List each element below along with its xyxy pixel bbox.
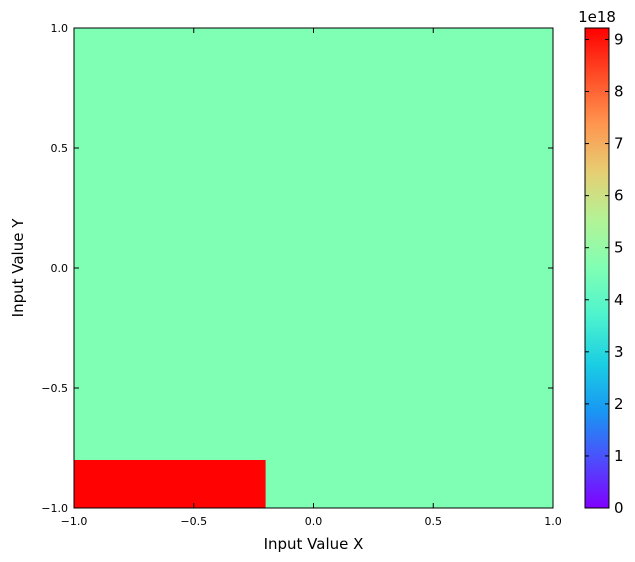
colorbar-gradient [585, 28, 609, 508]
y-tick-label: −0.5 [41, 382, 68, 395]
y-axis-label: Input Value Y [9, 218, 27, 318]
x-axis-label: Input Value X [264, 535, 364, 553]
y-tick-label: 1.0 [51, 22, 69, 35]
heatmap-cells [74, 460, 266, 508]
y-tick-label: −1.0 [41, 502, 68, 515]
colorbar-offset-label: 1e18 [578, 8, 616, 26]
x-tick-label: 0.0 [305, 515, 323, 528]
y-tick-label: 0.0 [51, 262, 69, 275]
x-tick-label: −1.0 [61, 515, 88, 528]
colorbar-tick-label: 6 [614, 187, 624, 205]
colorbar-tick-label: 5 [614, 239, 624, 257]
colorbar: 0 1 2 3 4 5 6 7 8 9 1e18 [578, 8, 623, 517]
colorbar-tick-label: 2 [614, 395, 624, 413]
colorbar-frame [584, 27, 610, 509]
plot-area [73, 27, 554, 509]
heatmap-cell [74, 460, 266, 508]
colorbar-tick-label: 3 [614, 343, 624, 361]
x-axis-ticks: −1.0 −0.5 0.0 0.5 1.0 [61, 28, 562, 528]
y-tick-label: 0.5 [51, 142, 69, 155]
x-tick-label: −0.5 [180, 515, 207, 528]
colorbar-tick-label: 7 [614, 135, 624, 153]
colorbar-tick-label: 1 [614, 447, 624, 465]
colorbar-tick-label: 8 [614, 83, 624, 101]
colorbar-ticks: 0 1 2 3 4 5 6 7 8 9 [585, 30, 624, 517]
y-axis-ticks: −1.0 −0.5 0.0 0.5 1.0 [41, 22, 553, 515]
colorbar-tick-label: 9 [614, 30, 624, 48]
x-tick-label: 0.5 [425, 515, 443, 528]
colorbar-tick-label: 0 [614, 499, 624, 517]
x-tick-label: 1.0 [544, 515, 562, 528]
colorbar-tick-label: 4 [614, 291, 624, 309]
heatmap-background [74, 28, 553, 508]
